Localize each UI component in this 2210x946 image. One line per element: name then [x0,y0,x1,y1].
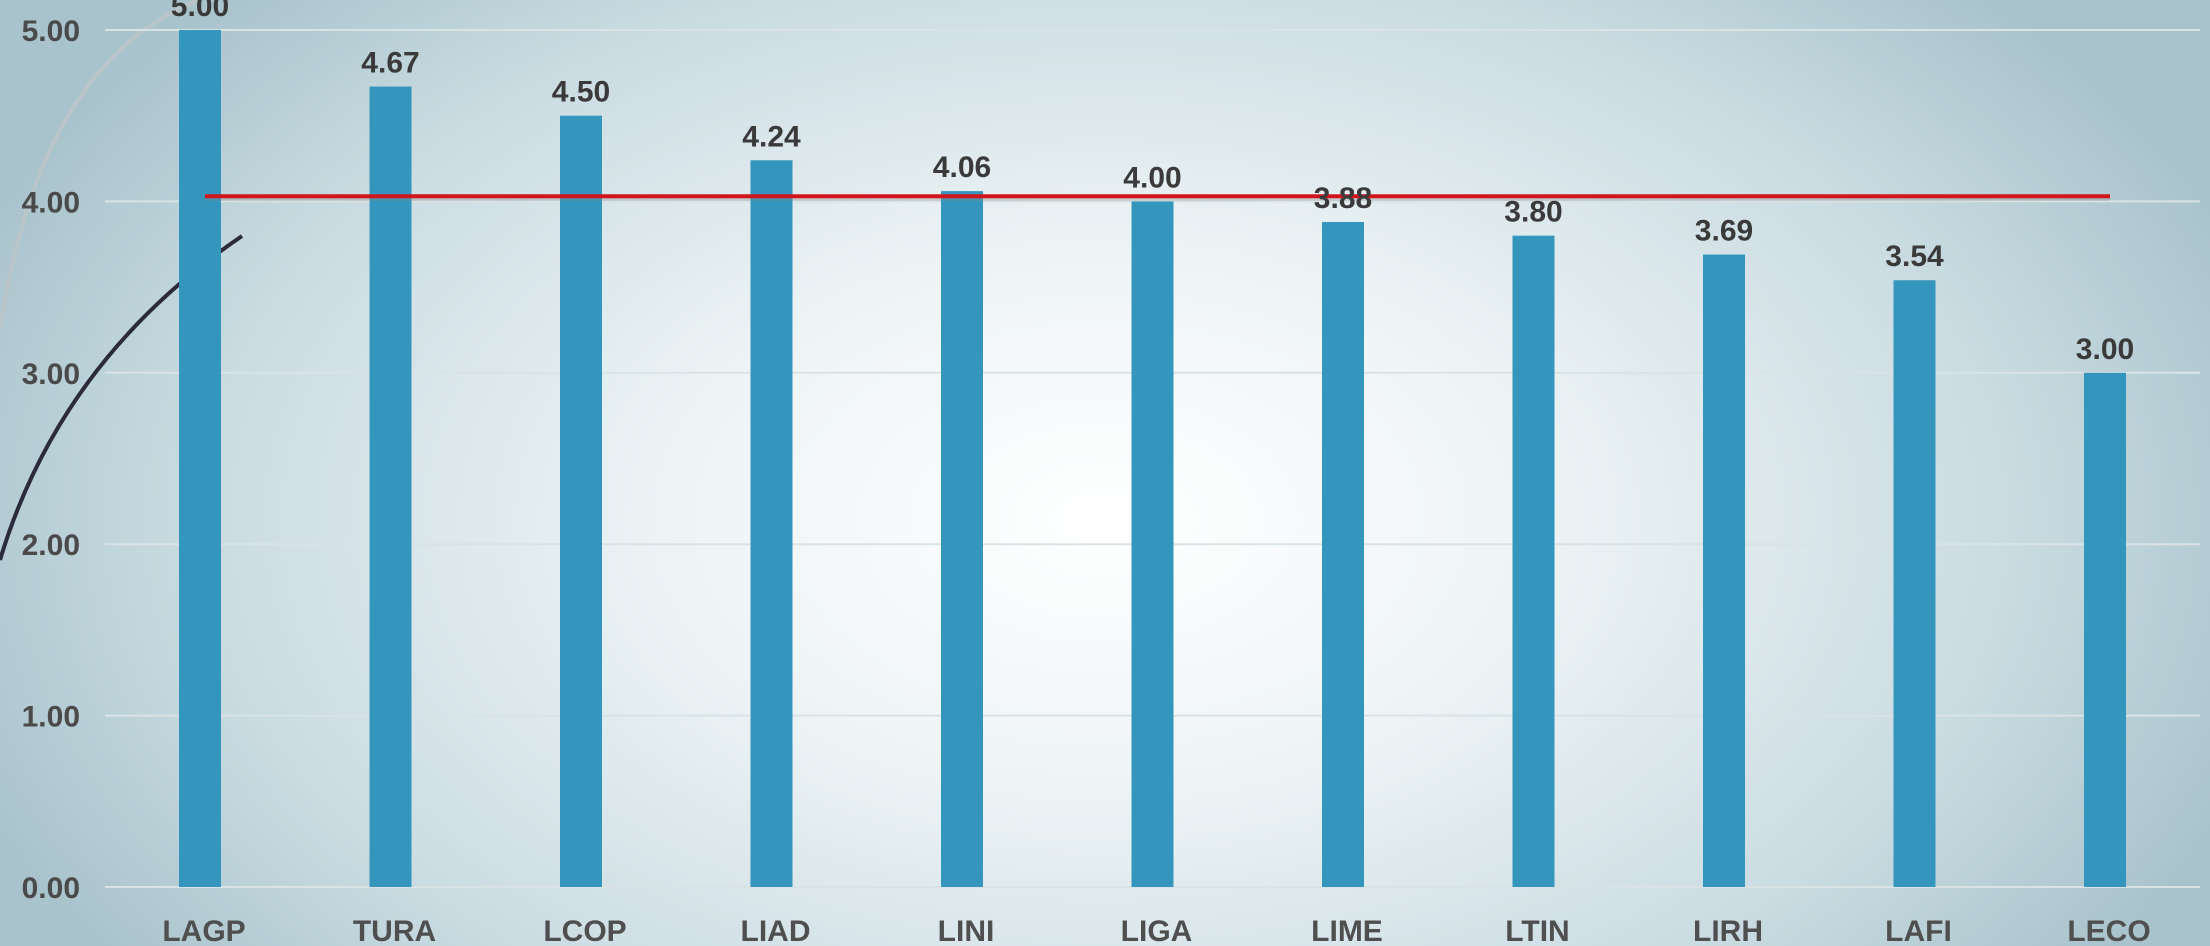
x-category-label: LECO [2067,915,2150,946]
x-category-label: LIME [1311,915,1383,946]
data-label: 5.00 [171,0,229,23]
x-category-label: LIAD [741,915,811,946]
x-category-label: LAFI [1885,915,1952,946]
data-label: 3.88 [1314,182,1372,215]
bar [560,115,602,887]
x-category-label: LAGP [162,915,245,946]
y-tick-label: 3.00 [22,358,80,391]
bar [750,160,793,888]
bar [2084,372,2126,887]
y-tick-label: 4.00 [22,186,80,219]
x-axis-category-labels: LAGP TURA LCOP LIAD LINI LIGA LIME LTIN LIRH LAFI… [162,915,2150,946]
x-category-label: TURA [353,915,436,946]
y-tick-label: 1.00 [22,701,80,734]
bars [179,30,2126,888]
x-category-label: LTIN [1505,915,1569,946]
x-category-label: LCOP [543,915,626,946]
bar [369,86,412,887]
data-label: 3.80 [1504,196,1562,229]
y-axis-tick-labels: 0.00 1.00 2.00 3.00 4.00 5.00 [22,15,80,905]
data-label: 3.69 [1695,215,1753,248]
reference-line-group [205,194,2110,201]
data-label: 3.54 [1885,240,1944,273]
y-tick-label: 0.00 [22,872,80,905]
bar [941,191,983,888]
bar [1512,235,1555,887]
y-tick-label: 2.00 [22,529,80,562]
x-category-label: LINI [938,915,995,946]
data-labels: 5.00 4.67 4.50 4.24 4.06 4.00 3.88 3.80 3.69 3.54… [171,0,2134,366]
bar [179,30,221,887]
data-label: 4.24 [742,120,801,153]
bar [1131,201,1174,887]
bar [1703,254,1745,887]
x-category-label: LIGA [1121,915,1193,946]
data-label: 4.00 [1123,161,1181,194]
bar [1322,221,1364,887]
data-label: 4.50 [552,76,610,109]
bar [1893,280,1936,887]
y-tick-label: 5.00 [22,15,80,48]
data-label: 3.00 [2076,333,2134,366]
x-category-label: LIRH [1693,915,1763,946]
data-label: 4.67 [361,47,419,80]
data-label: 4.06 [933,151,991,184]
